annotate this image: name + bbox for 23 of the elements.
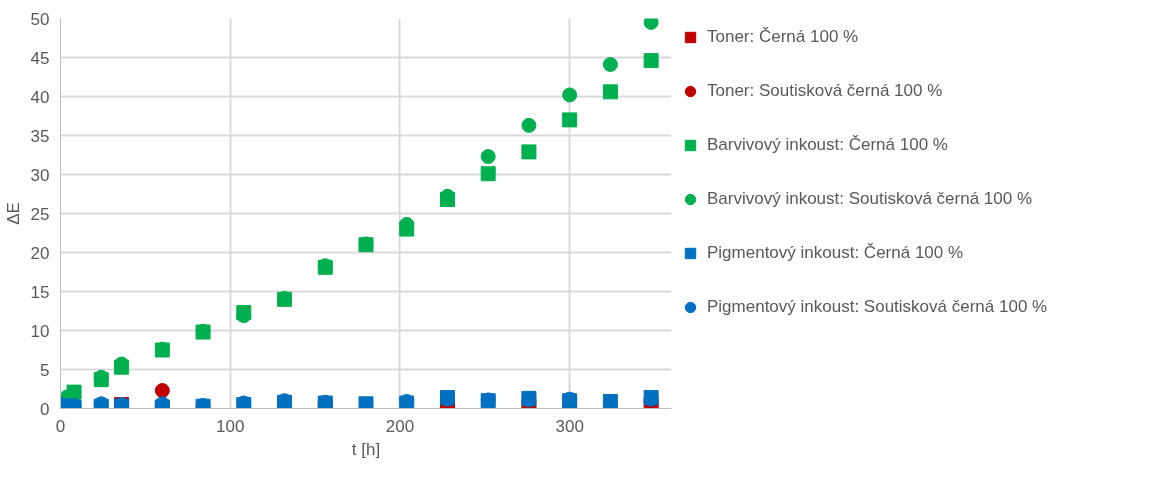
x-tick-label: 0: [55, 416, 66, 436]
x-tick-label: 200: [385, 416, 415, 436]
y-axis-title: ΔE: [3, 202, 23, 225]
x-tick-label: 100: [216, 416, 245, 436]
legend-label: Barvivový inkoust: Černá 100 %: [707, 135, 948, 155]
legend-label: Pigmentový inkoust: Soutisková černá 100 %: [707, 297, 1048, 317]
legend-label: Pigmentový inkoust: Černá 100 %: [707, 243, 964, 263]
y-tick-label: 25: [30, 204, 50, 224]
x-tick-label: 300: [555, 416, 584, 436]
y-tick-label: 50: [30, 9, 50, 29]
legend-label: Toner: Soutisková černá 100 %: [707, 81, 943, 101]
y-tick-label: 40: [30, 87, 50, 107]
x-axis-title: t [h]: [351, 439, 381, 459]
y-tick-label: 15: [30, 282, 50, 302]
y-tick-label: 10: [30, 321, 50, 341]
y-tick-label: 45: [30, 48, 50, 68]
y-tick-label: 35: [30, 126, 50, 146]
y-tick-label: 20: [30, 243, 50, 263]
y-tick-label: 0: [40, 399, 50, 419]
legend-label: Toner: Černá 100 %: [707, 27, 859, 47]
y-tick-label: 5: [40, 360, 50, 380]
legend-label: Barvivový inkoust: Soutisková černá 100 %: [707, 189, 1033, 209]
y-tick-label: 30: [30, 165, 50, 185]
